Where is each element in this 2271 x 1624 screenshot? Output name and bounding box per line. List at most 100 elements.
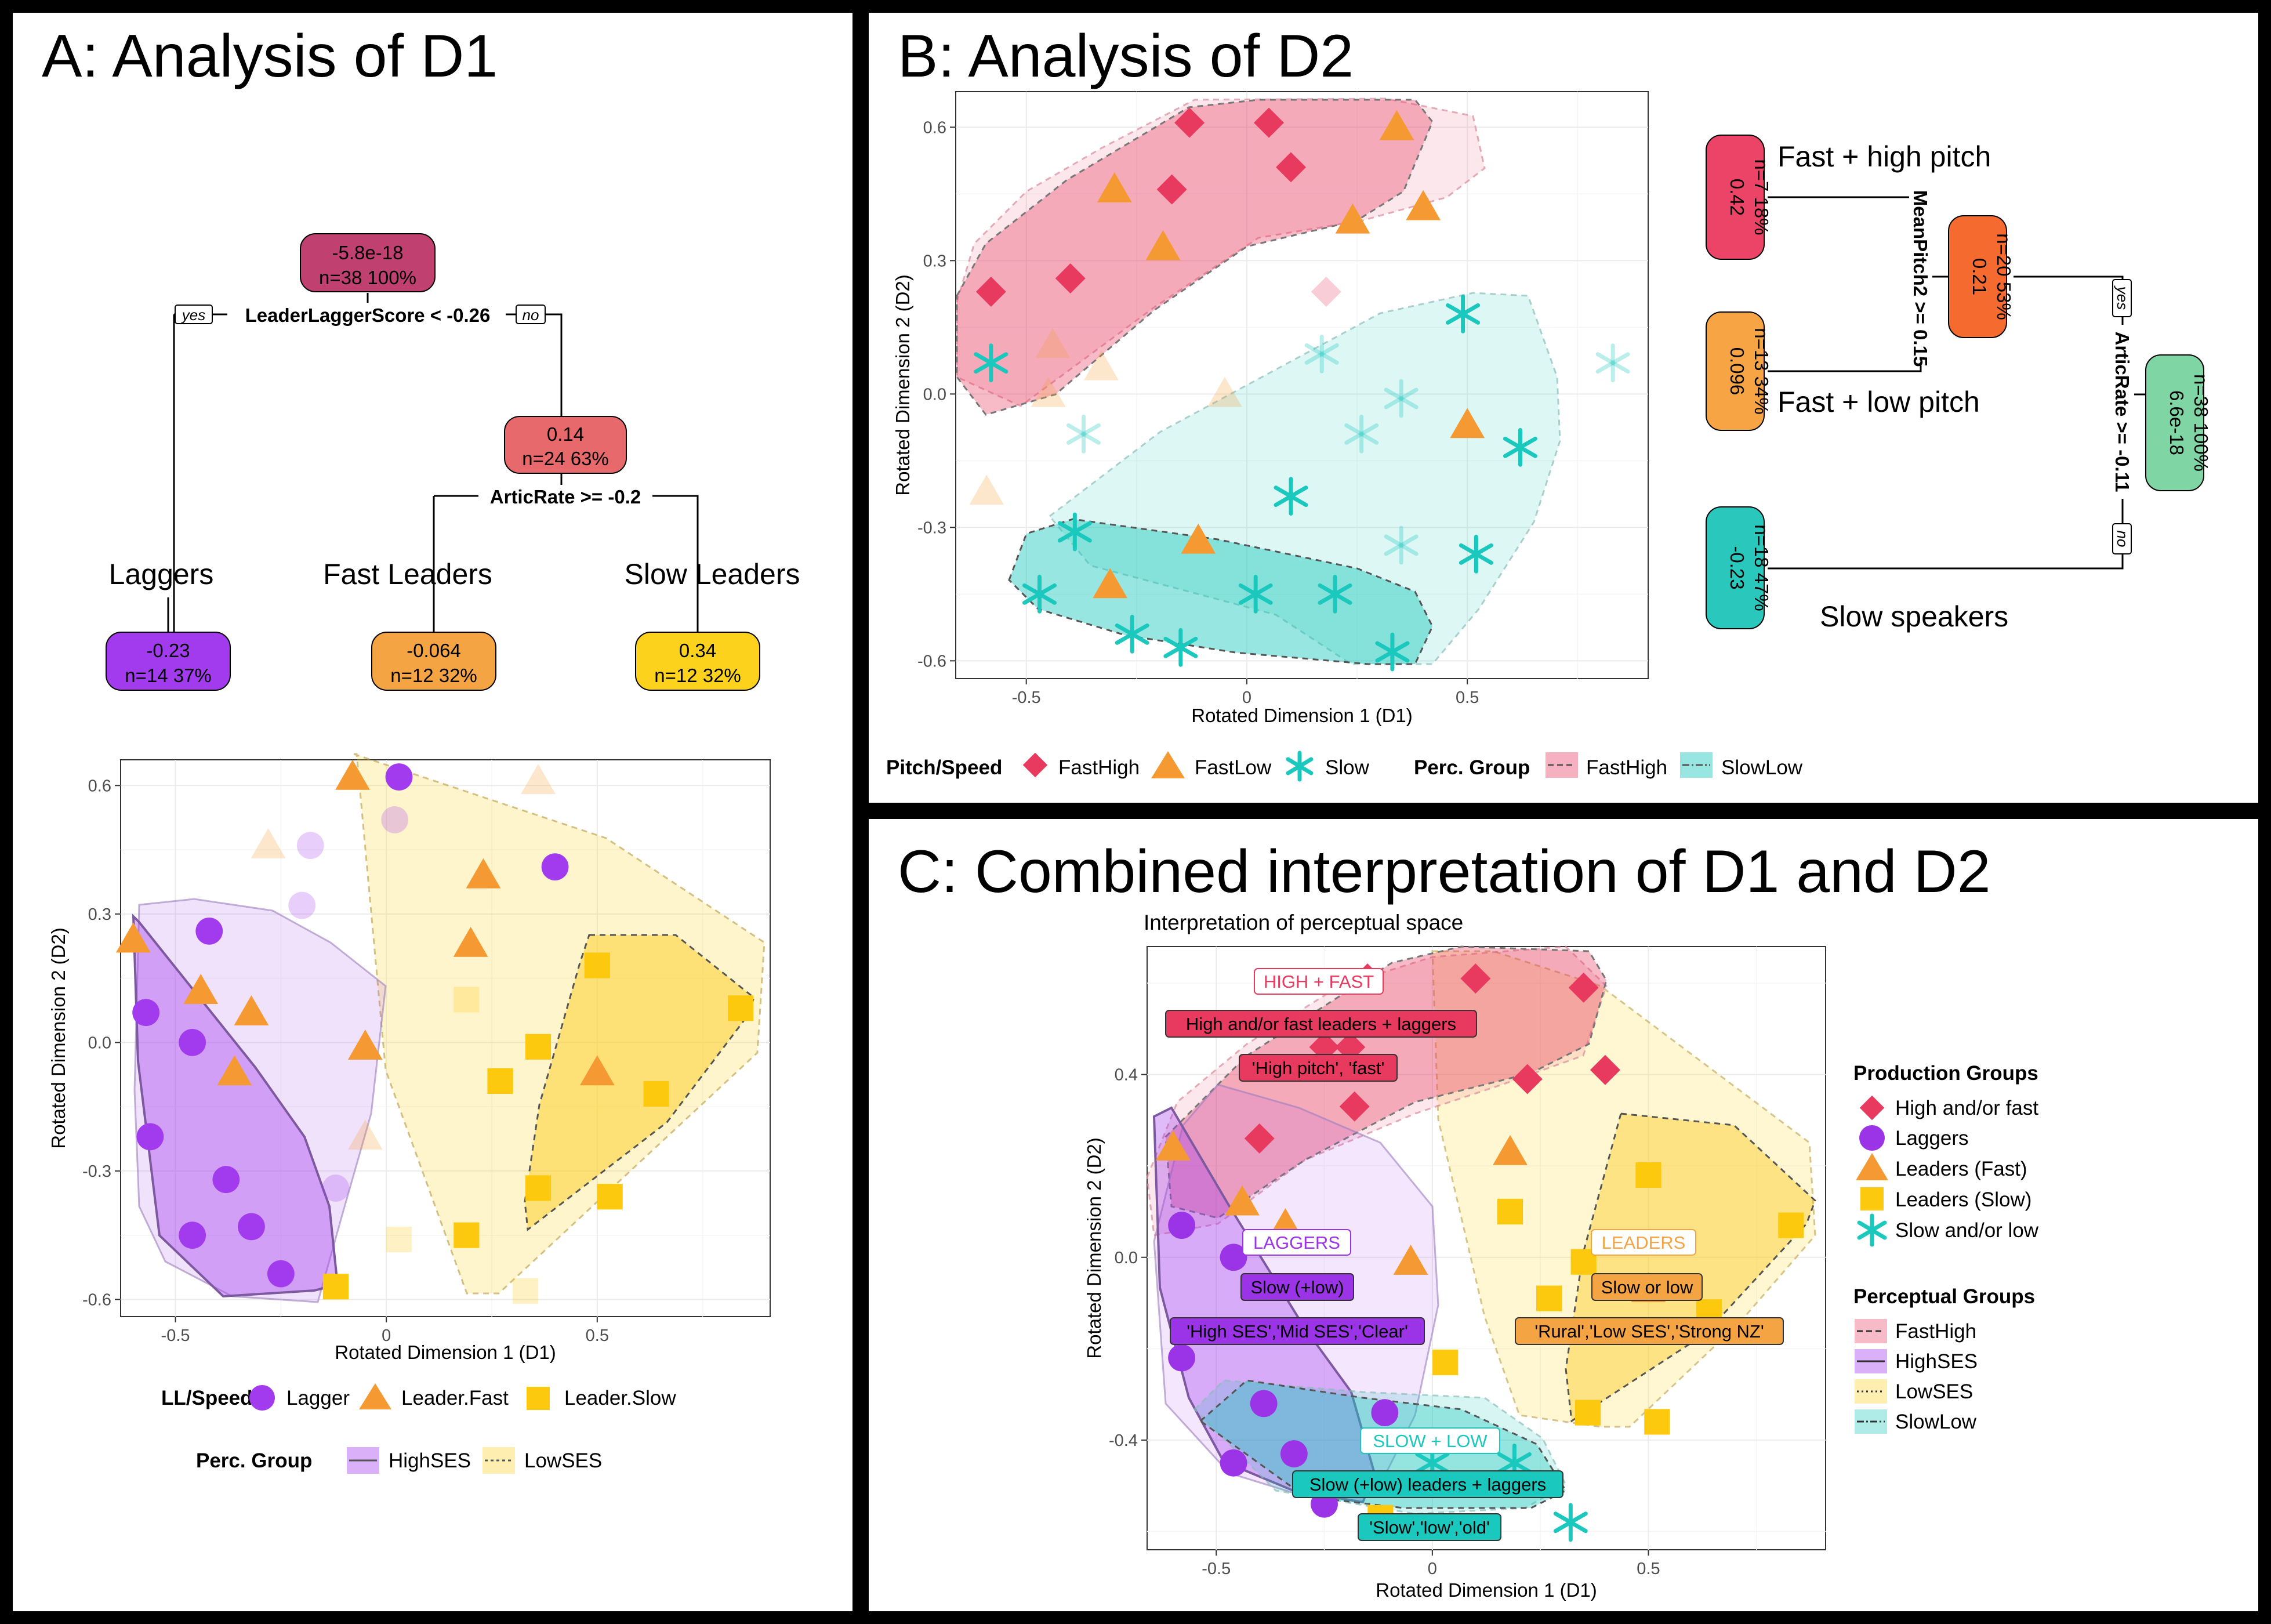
scatter-plot-b: -0.5 0 0.5 -0.6 -0.3 0.0 0.3 0.6 Rotated Dimens… [892, 91, 1649, 726]
data-point [1493, 1134, 1528, 1165]
legend-a-title1: LL/Speed [161, 1387, 253, 1409]
legend-a-highses-label: HighSES [389, 1449, 471, 1472]
legend-c-label-slowlow: SlowLow [1895, 1411, 1977, 1433]
data-point [1093, 568, 1128, 599]
data-point [1274, 477, 1308, 516]
data-point [136, 1123, 164, 1151]
tree-b-root-node [2145, 354, 2204, 491]
data-point [195, 917, 223, 945]
legend-b-perc-fasthigh-label: FastHigh [1586, 756, 1667, 779]
legend-a-lowses-label: LowSES [524, 1449, 602, 1472]
legend-a-leader-fast-label: Leader.Fast [401, 1387, 509, 1409]
y-tick-label: -0.4 [1109, 1431, 1138, 1450]
annot-laggers-perc-box [1170, 1317, 1425, 1345]
data-point [1253, 107, 1284, 138]
tree-a-leaf-node-slow-leaders [635, 632, 760, 691]
data-point [974, 343, 1008, 383]
data-point [1275, 152, 1306, 183]
annot-slowlow-desc: Slow (+low) leaders + laggers [1309, 1474, 1546, 1495]
y-tick-label: 0.3 [88, 905, 111, 924]
annot-leaders: LEADERS [1602, 1232, 1686, 1253]
data-point [597, 1184, 623, 1210]
data-point [1432, 1349, 1459, 1376]
data-point [1174, 107, 1205, 138]
data-point [1311, 277, 1341, 307]
data-point [1115, 614, 1149, 654]
legend-c-label-laggers: Laggers [1895, 1127, 1968, 1150]
y-tick-label: -0.6 [917, 652, 946, 670]
tree-b-leaf-label-slow: Slow speakers [1820, 600, 2008, 633]
plot-b-ylabel: Rotated Dimension 2 (D2) [892, 274, 913, 496]
tree-b-leaf-value: 0.42 [1726, 179, 1748, 216]
y-tick-label: 0.6 [923, 118, 946, 137]
data-point [1375, 632, 1410, 672]
data-point [1344, 414, 1379, 454]
panel-c-subtitle: Interpretation of perceptual space [1144, 911, 1463, 934]
legend-b-slow-label: Slow [1325, 756, 1370, 779]
tree-a-root-node [300, 233, 436, 292]
x-tick-label: 0 [1242, 688, 1251, 707]
tree-b-node2-n: n=20 53% [1993, 233, 2015, 320]
data-point [1244, 1123, 1275, 1154]
legend-c-label-slow-low: Slow and/or low [1895, 1219, 2039, 1242]
tree-a-no: no [523, 306, 539, 324]
data-point [132, 999, 160, 1027]
panel-a-title: A: Analysis of D1 [42, 23, 498, 90]
hull-b-fasthigh-inner [956, 99, 1434, 416]
legend-b-title1: Pitch/Speed [886, 756, 1002, 779]
y-tick-label: 0.0 [923, 385, 946, 404]
data-point [525, 1034, 552, 1060]
legend-c-marker-slow-low [1857, 1213, 1887, 1247]
data-point [1181, 523, 1216, 554]
tree-b-leaf-value: -0.23 [1726, 546, 1748, 589]
plot-b-xlabel: Rotated Dimension 1 (D1) [1191, 705, 1413, 726]
annot-leaders-perc-box [1515, 1317, 1784, 1345]
tree-a-no-box [516, 304, 546, 324]
data-point [1207, 376, 1242, 407]
annot-highfast-desc: High and/or fast leaders + laggers [1186, 1014, 1456, 1034]
annot-slow-low: SLOW + LOW [1373, 1431, 1488, 1451]
data-point [487, 1068, 513, 1094]
data-point [1553, 1503, 1588, 1542]
tree-a-leaf-n: n=12 32% [654, 665, 741, 686]
data-point [1055, 263, 1086, 293]
data-point [1097, 172, 1132, 202]
data-point [1238, 574, 1273, 614]
tree-a-root-n: n=38 100% [319, 267, 416, 288]
plot-b-panel [955, 91, 1649, 679]
x-tick-label: 0.5 [586, 1326, 609, 1345]
panel-c-title: C: Combined interpretation of D1 and D2 [898, 838, 1991, 905]
legend-b-fasthigh-label: FastHigh [1058, 756, 1140, 779]
data-point [1460, 963, 1491, 994]
tree-b-split2: MeanPitch2 >= 0.15 [1910, 190, 1931, 367]
legend-c-label-highses: HighSES [1895, 1350, 1978, 1373]
legend-a: LL/Speed Lagger Leader.Fast Leader.Slow … [161, 1383, 676, 1474]
data-point [1778, 1212, 1804, 1238]
tree-a-leaf-value: -0.23 [146, 640, 190, 661]
tree-a-yes-box [175, 304, 213, 324]
tree-b-yes-box [2112, 279, 2132, 317]
data-point [251, 828, 286, 858]
x-tick-label: 0 [1428, 1560, 1437, 1578]
legend-c-marker-laggers [1859, 1125, 1885, 1151]
data-point [466, 858, 501, 889]
tree-b-leaf-node-fast-low [1706, 311, 1765, 431]
data-point [179, 1221, 206, 1249]
annot-highfast-perc-box [1239, 1054, 1398, 1082]
data-point [1379, 110, 1414, 140]
legend-c-label-fasthigh: FastHigh [1895, 1320, 1976, 1343]
tree-b-node2-value: 0.21 [1969, 258, 1990, 295]
legend-b-perc-slowlow-label: SlowLow [1721, 756, 1803, 779]
data-point [1155, 1130, 1191, 1161]
hull-c-fasthigh-inner [1164, 945, 1608, 1219]
tree-a-leaf-label-slow-leaders: Slow Leaders [625, 558, 800, 590]
legend-a-lagger-label: Lagger [286, 1387, 350, 1409]
data-point [1031, 376, 1066, 407]
annot-leaders-desc: Slow or low [1601, 1277, 1693, 1297]
tree-b-split1: ArticRate >= -0.11 [2112, 332, 2133, 492]
annot-laggers-perc: 'High SES','Mid SES','Clear' [1187, 1321, 1408, 1342]
x-tick-label: -0.5 [1012, 688, 1041, 707]
annot-slowlow-desc-box [1292, 1470, 1563, 1498]
data-point [1220, 1244, 1247, 1271]
legend-b-fastlow-marker [1151, 751, 1185, 778]
